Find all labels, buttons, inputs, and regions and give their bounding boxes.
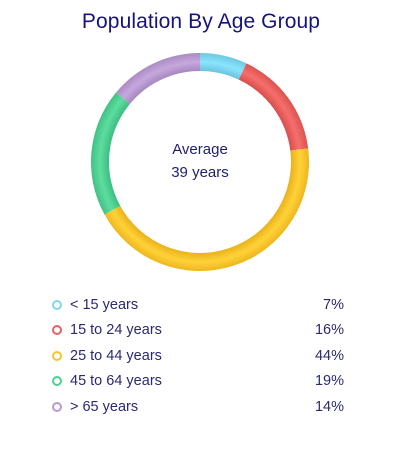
center-label-line1: Average (172, 141, 228, 158)
legend-item[interactable]: < 15 years 7% (52, 292, 344, 318)
legend-value: 14% (314, 398, 344, 415)
legend-value: 44% (314, 347, 344, 364)
donut-slice-3[interactable] (104, 148, 309, 271)
legend-value: 7% (323, 296, 344, 313)
legend-marker-icon (52, 350, 62, 361)
legend-value: 16% (314, 322, 344, 339)
legend-item[interactable]: 25 to 44 years 44% (52, 343, 344, 369)
chart-title: Population By Age Group (81, 10, 321, 33)
legend-value: 19% (314, 373, 344, 390)
center-label-line2: 39 years (171, 164, 229, 181)
legend-item[interactable]: 15 to 24 years 16% (52, 318, 344, 344)
legend-label: 15 to 24 years (70, 322, 162, 339)
legend-item[interactable]: 45 to 64 years 19% (52, 369, 344, 395)
legend-label: 25 to 44 years (70, 347, 162, 364)
legend-label: 45 to 64 years (70, 373, 162, 390)
legend-marker-icon (52, 299, 62, 310)
donut-slice-4[interactable] (91, 92, 130, 215)
donut-slice-1[interactable] (200, 53, 247, 80)
legend-marker-icon (52, 325, 62, 336)
legend-label: > 65 years (70, 398, 139, 415)
donut-slice-5[interactable] (116, 53, 200, 104)
donut-chart: Average 39 years (91, 53, 309, 271)
donut-slice-2[interactable] (238, 63, 309, 151)
legend-marker-icon (52, 401, 62, 412)
legend-item[interactable]: > 65 years 14% (52, 394, 344, 420)
legend-label: < 15 years (70, 296, 139, 313)
legend-marker-icon (52, 376, 62, 387)
chart-legend: < 15 years 7% 15 to 24 years 16% 25 to 44 ye… (52, 292, 344, 420)
